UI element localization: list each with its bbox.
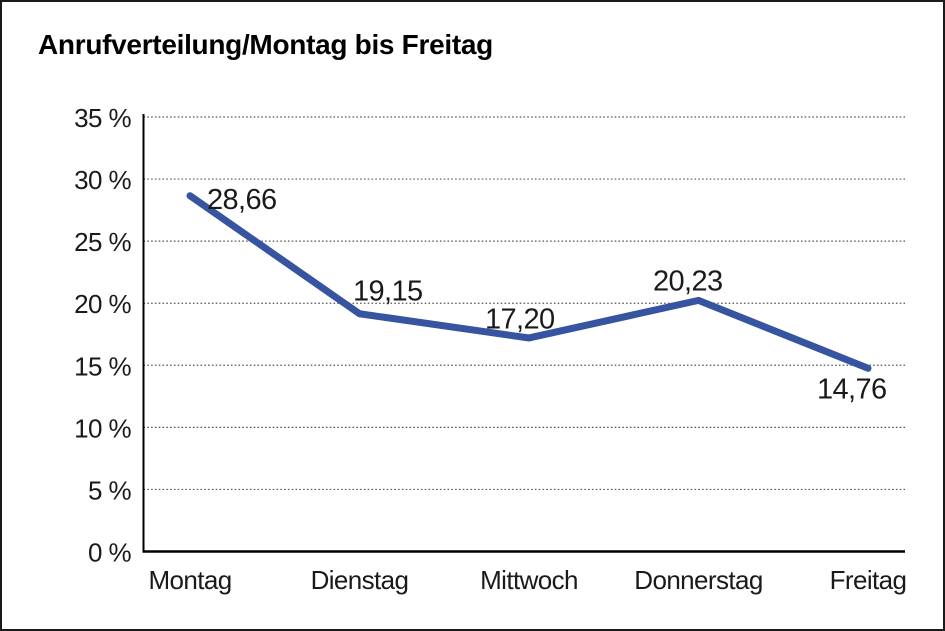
y-axis-tick-label: 30 % bbox=[74, 165, 131, 195]
data-point-label: 17,20 bbox=[485, 303, 555, 335]
data-point-label: 28,66 bbox=[207, 184, 277, 216]
x-axis-category-label: Freitag bbox=[830, 565, 907, 595]
y-axis-tick-label: 25 % bbox=[74, 227, 131, 257]
y-axis-tick-label: 35 % bbox=[74, 103, 131, 133]
x-axis-category-label: Montag bbox=[148, 565, 231, 595]
y-axis-tick-label: 15 % bbox=[74, 351, 131, 381]
y-axis-tick-label: 10 % bbox=[74, 413, 131, 443]
x-axis-category-label: Dienstag bbox=[311, 565, 409, 595]
chart-title: Anrufverteilung/Montag bis Freitag bbox=[38, 29, 493, 60]
data-point-label: 14,76 bbox=[817, 373, 887, 405]
data-point-label: 20,23 bbox=[653, 265, 723, 297]
x-axis-category-label: Donnerstag bbox=[634, 565, 762, 595]
x-axis-category-label: Mittwoch bbox=[480, 565, 578, 595]
y-axis-tick-label: 5 % bbox=[88, 475, 131, 505]
y-axis-tick-label: 20 % bbox=[74, 289, 131, 319]
y-axis-tick-label: 0 % bbox=[88, 538, 131, 568]
data-line bbox=[186, 192, 872, 372]
data-point-label: 19,15 bbox=[353, 275, 423, 307]
